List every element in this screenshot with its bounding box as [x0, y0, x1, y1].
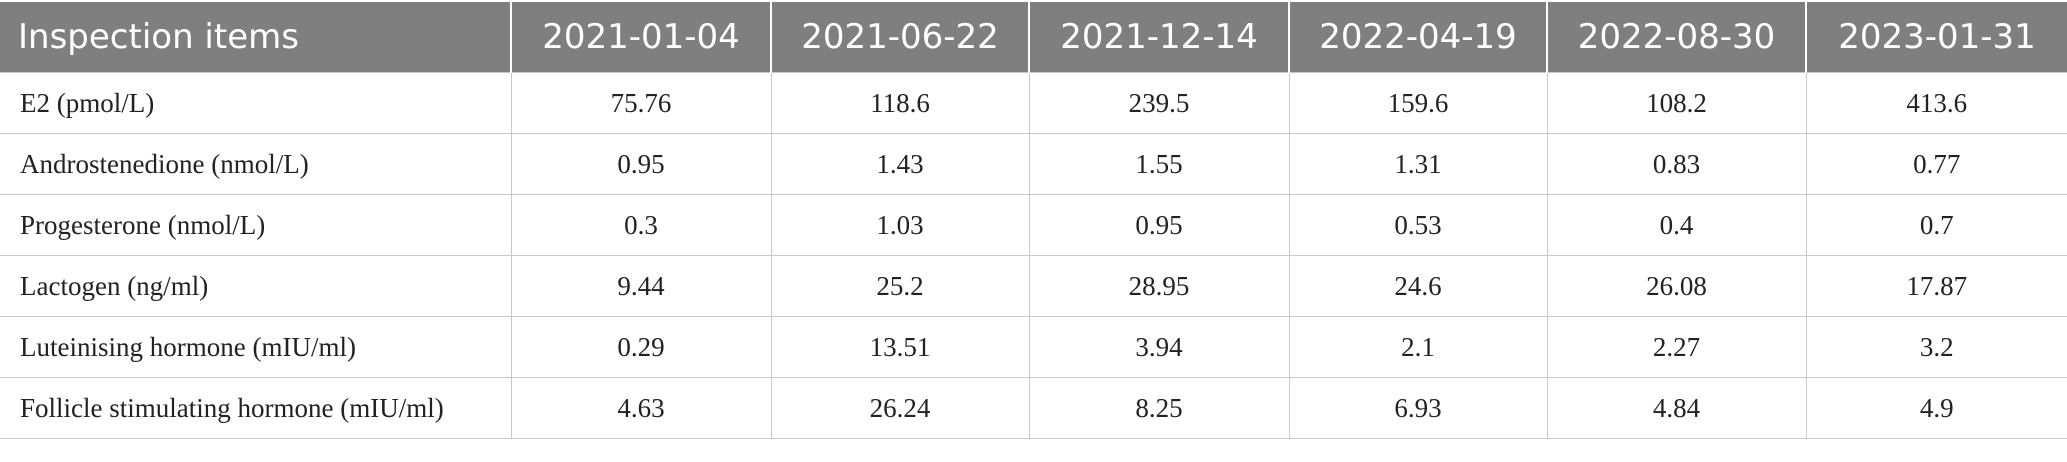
table-cell: 17.87	[1805, 255, 2067, 317]
table-cell: 0.83	[1546, 133, 1807, 195]
table-cell: 1.31	[1288, 133, 1548, 195]
header-cell: 2021-12-14	[1028, 2, 1289, 73]
header-cell: 2022-04-19	[1288, 2, 1547, 73]
table-cell: 0.95	[510, 133, 772, 195]
table-cell: 2.1	[1288, 316, 1548, 378]
table-row: Androstenedione (nmol/L) 0.95 1.43 1.55 1.31…	[0, 133, 2067, 195]
table-cell: 1.43	[770, 133, 1030, 195]
header-cell: 2021-01-04	[510, 2, 771, 73]
table-cell: 3.2	[1805, 316, 2067, 378]
table-cell: 0.4	[1546, 194, 1807, 256]
table-cell: 108.2	[1546, 72, 1807, 134]
table-cell: 1.03	[770, 194, 1030, 256]
row-label: Progesterone (nmol/L)	[0, 194, 512, 256]
table-cell: 26.24	[770, 377, 1030, 439]
header-cell: 2022-08-30	[1546, 2, 1806, 73]
table-row: Luteinising hormone (mIU/ml) 0.29 13.51 3.9…	[0, 316, 2067, 378]
row-label: Luteinising hormone (mIU/ml)	[0, 316, 512, 378]
table-cell: 3.94	[1028, 316, 1290, 378]
header-row: Inspection items 2021-01-04 2021-06-22 2021…	[0, 2, 2067, 73]
table-cell: 28.95	[1028, 255, 1290, 317]
table-row: Follicle stimulating hormone (mIU/ml) 4.6…	[0, 377, 2067, 439]
table-body: E2 (pmol/L) 75.76 118.6 239.5 159.6 108.2 413.…	[0, 72, 2067, 439]
table-cell: 24.6	[1288, 255, 1548, 317]
table-row: Lactogen (ng/ml) 9.44 25.2 28.95 24.6 26.08 17…	[0, 255, 2067, 317]
table-cell: 0.77	[1805, 133, 2067, 195]
table-cell: 26.08	[1546, 255, 1807, 317]
table-cell: 4.84	[1546, 377, 1807, 439]
table-cell: 0.3	[510, 194, 772, 256]
header-cell: 2023-01-31	[1805, 2, 2067, 73]
table-row: E2 (pmol/L) 75.76 118.6 239.5 159.6 108.2 413.…	[0, 72, 2067, 134]
row-label: Lactogen (ng/ml)	[0, 255, 512, 317]
table-cell: 0.53	[1288, 194, 1548, 256]
header-cell: Inspection items	[0, 2, 511, 73]
table-cell: 0.95	[1028, 194, 1290, 256]
table-cell: 413.6	[1805, 72, 2067, 134]
table-cell: 6.93	[1288, 377, 1548, 439]
header-cell: 2021-06-22	[770, 2, 1029, 73]
table-row: Progesterone (nmol/L) 0.3 1.03 0.95 0.53 0.4 0…	[0, 194, 2067, 256]
row-label: Androstenedione (nmol/L)	[0, 133, 512, 195]
table-cell: 4.63	[510, 377, 772, 439]
table-cell: 75.76	[510, 72, 772, 134]
table-cell: 1.55	[1028, 133, 1290, 195]
table-cell: 25.2	[770, 255, 1030, 317]
table-cell: 4.9	[1805, 377, 2067, 439]
table-cell: 2.27	[1546, 316, 1807, 378]
table-cell: 13.51	[770, 316, 1030, 378]
table-cell: 159.6	[1288, 72, 1548, 134]
table-cell: 0.29	[510, 316, 772, 378]
table-cell: 9.44	[510, 255, 772, 317]
table-cell: 239.5	[1028, 72, 1290, 134]
data-table: Inspection items 2021-01-04 2021-06-22 2021…	[0, 2, 2067, 439]
table-cell: 0.7	[1805, 194, 2067, 256]
row-label: E2 (pmol/L)	[0, 72, 512, 134]
table-cell: 118.6	[770, 72, 1030, 134]
row-label: Follicle stimulating hormone (mIU/ml)	[0, 377, 512, 439]
table-cell: 8.25	[1028, 377, 1290, 439]
